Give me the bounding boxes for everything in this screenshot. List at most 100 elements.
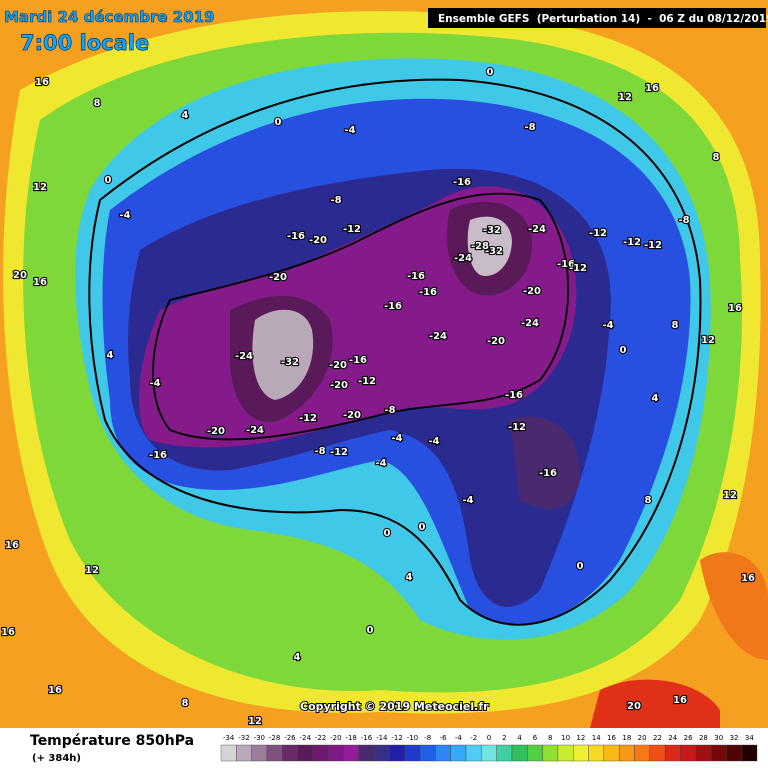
variable-label: Température 850hPa <box>30 733 194 749</box>
gray-zone <box>252 309 314 400</box>
scale-swatch <box>511 744 528 762</box>
scale-label: 22 <box>653 734 662 742</box>
contour-label: 8 <box>645 495 652 506</box>
scale-swatch <box>358 744 375 762</box>
purple-zone <box>510 416 580 509</box>
scale-swatch <box>618 744 635 762</box>
contour-label: 8 <box>713 152 720 163</box>
scale-label: 14 <box>592 734 601 742</box>
scale-label: -10 <box>407 734 418 742</box>
contour-label: 20 <box>627 701 641 712</box>
contour-label: 12 <box>723 490 737 501</box>
scale-label: 16 <box>607 734 616 742</box>
scale-swatch <box>373 744 390 762</box>
scale-label: -18 <box>345 734 356 742</box>
scale-swatch <box>481 744 497 762</box>
scale-swatch <box>573 744 589 762</box>
isotherm-0 <box>88 78 702 626</box>
contour-label: 12 <box>248 716 262 727</box>
header: Mardi 24 décembre 2019 7:00 locale Ensem… <box>4 8 768 56</box>
scale-swatch <box>236 744 252 762</box>
contour-label: -32 <box>281 357 299 368</box>
scale-swatch <box>741 744 758 762</box>
contour-label: -4 <box>149 378 160 389</box>
contour-label: -12 <box>358 376 376 387</box>
scale-label: -22 <box>315 734 326 742</box>
scale-label: 26 <box>684 734 693 742</box>
scale-label: -24 <box>300 734 312 742</box>
scale-swatch <box>404 744 421 762</box>
contour-label: -32 <box>485 246 503 257</box>
run-box <box>428 8 766 28</box>
scale-swatch <box>343 744 360 762</box>
contour-label: 4 <box>182 110 189 121</box>
scale-label: 4 <box>517 734 522 742</box>
time-label: 7:00 locale <box>20 31 149 55</box>
contour-label: 8 <box>182 698 189 709</box>
contour-label: 0 <box>384 528 391 539</box>
contour-label: -4 <box>602 320 613 331</box>
scale-label: -6 <box>440 734 448 742</box>
scale-label: 0 <box>487 734 491 742</box>
contour-label: -4 <box>428 436 439 447</box>
contour-label: -4 <box>344 125 355 136</box>
contour-label: -20 <box>329 360 347 371</box>
scale-label: 10 <box>561 734 570 742</box>
contour-label: -20 <box>343 410 361 421</box>
scale-swatch <box>695 744 712 762</box>
scale-label: 34 <box>745 734 754 742</box>
contour-label: -24 <box>528 224 546 235</box>
contour-label: -12 <box>299 413 317 424</box>
contour-label: 0 <box>105 175 112 186</box>
scale-label: -4 <box>455 734 463 742</box>
contour-label: 16 <box>48 685 62 696</box>
contour-label: -4 <box>375 458 386 469</box>
contour-label: 0 <box>620 345 627 356</box>
scale-label: 32 <box>730 734 739 742</box>
contour-label: -8 <box>678 215 689 226</box>
scale-label: -30 <box>254 734 265 742</box>
copyright: Copyright © 2019 Meteociel.fr <box>300 700 489 713</box>
scale-label: -16 <box>361 734 373 742</box>
contour-label: -16 <box>539 468 557 479</box>
scale-swatch <box>435 744 451 762</box>
scale-swatch <box>465 744 482 762</box>
contour-label: -24 <box>246 425 264 436</box>
contour-label: -24 <box>429 331 447 342</box>
contour-label: 16 <box>741 573 755 584</box>
scale-label: -32 <box>238 734 249 742</box>
contour-label: -4 <box>391 433 402 444</box>
contour-label: 16 <box>35 77 49 88</box>
scale-swatch <box>710 744 727 762</box>
contour-label: -16 <box>149 450 167 461</box>
scale-label: -26 <box>284 734 296 742</box>
contour-label: 16 <box>5 540 19 551</box>
scale-label: 8 <box>548 734 552 742</box>
contour-label: -24 <box>235 351 253 362</box>
contour-label: 0 <box>577 561 584 572</box>
scale-swatch <box>297 744 314 762</box>
contour-label: 4 <box>652 393 659 404</box>
scale-label: 2 <box>502 734 506 742</box>
contour-label: -20 <box>523 286 541 297</box>
contour-label: 0 <box>487 67 494 78</box>
contour-label: -12 <box>589 228 607 239</box>
contour-label: -20 <box>207 426 225 437</box>
contour-label: -20 <box>269 272 287 283</box>
contour-label: -8 <box>524 122 535 133</box>
scale-swatch <box>680 744 696 762</box>
contour-label: -12 <box>644 240 662 251</box>
contour-label: 4 <box>406 572 413 583</box>
scale-swatch <box>496 744 513 762</box>
scale-swatch <box>282 744 298 762</box>
scale-label: -34 <box>223 734 235 742</box>
scale-label: 6 <box>533 734 538 742</box>
scale-label: -2 <box>470 734 477 742</box>
scale-label: -14 <box>376 734 388 742</box>
scale-swatch <box>312 744 329 762</box>
red-zone <box>590 679 720 728</box>
contour-label: 16 <box>1 627 15 638</box>
contour-label: -16 <box>505 390 523 401</box>
